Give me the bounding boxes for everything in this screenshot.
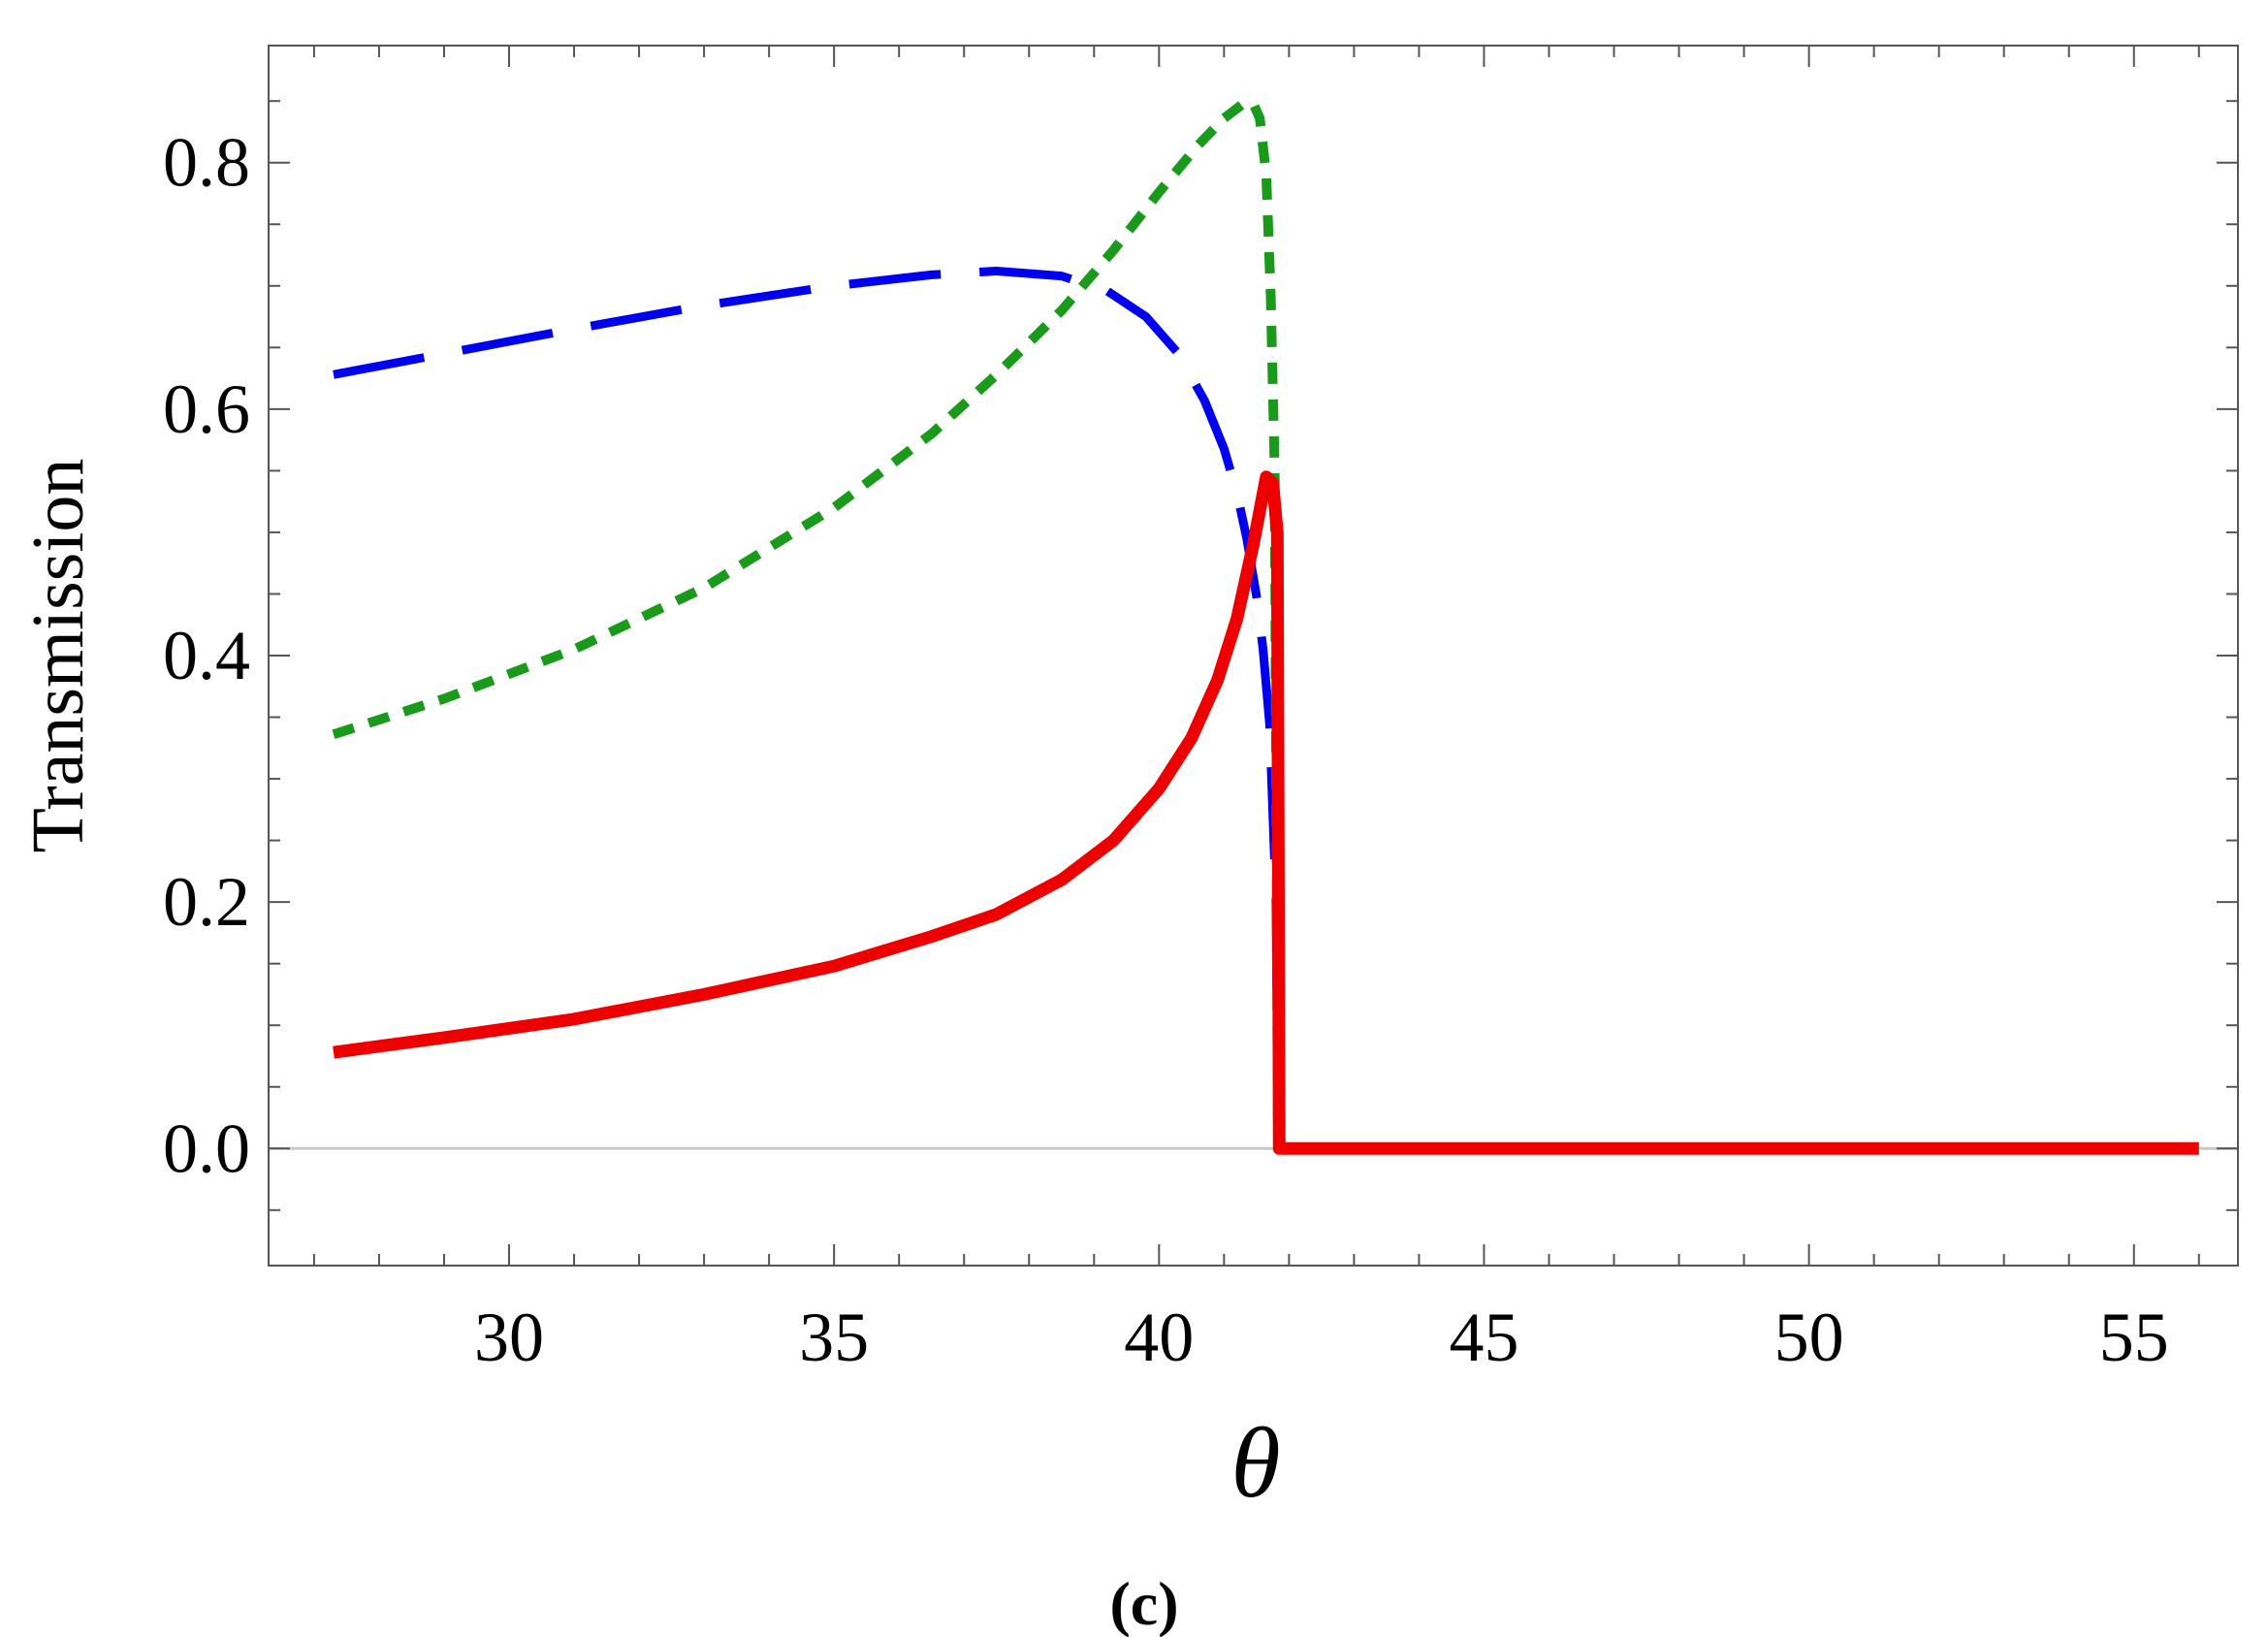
x-tick-label: 50 (1774, 1299, 1844, 1376)
y-tick-label: 0.4 (163, 617, 250, 694)
plot-frame (268, 45, 2239, 1267)
y-tick-label: 0.6 (163, 370, 250, 448)
series-layer (332, 98, 2199, 1155)
x-axis-label: θ (1230, 1407, 1280, 1519)
y-axis-label: Transmission (17, 459, 99, 853)
series-line-long-dash (333, 267, 1283, 1149)
x-tick-label: 35 (799, 1299, 869, 1376)
x-tick-label: 55 (2099, 1299, 2169, 1376)
tick-labels-layer: 30 35 40 45 50 55 0.0 0.2 0.4 0.6 0.8 (163, 124, 2169, 1376)
y-tick-label: 0.8 (163, 124, 250, 202)
y-tick-label: 0.0 (163, 1109, 250, 1187)
series-line-solid (333, 470, 2199, 1155)
figure-caption: (c) (1109, 1569, 1178, 1637)
x-tick-label: 30 (474, 1299, 544, 1376)
ticks-layer (269, 46, 2238, 1266)
x-tick-label: 40 (1124, 1299, 1194, 1376)
y-tick-label: 0.2 (163, 863, 250, 941)
series-line-dotted (332, 98, 1283, 1149)
x-tick-label: 45 (1449, 1299, 1518, 1376)
